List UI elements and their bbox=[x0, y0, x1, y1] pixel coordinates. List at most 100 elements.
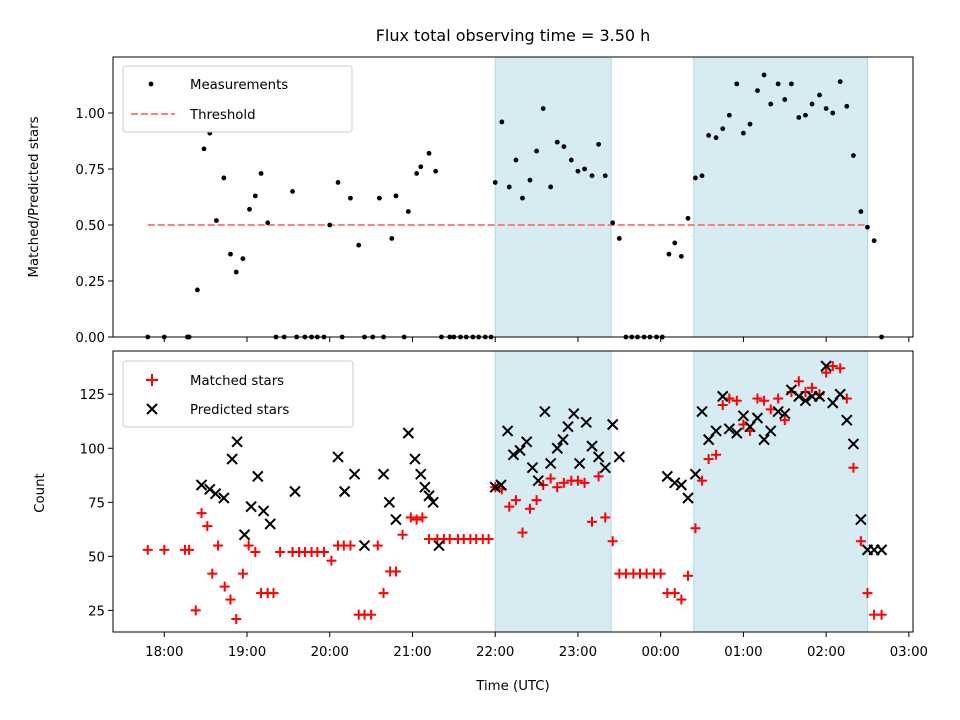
predicted-star-point bbox=[710, 425, 722, 437]
cross-b bbox=[557, 433, 569, 446]
predicted-star-point bbox=[592, 451, 605, 463]
predicted-star-point bbox=[568, 407, 580, 420]
predicted-star-point bbox=[423, 490, 435, 502]
cross-b bbox=[204, 483, 216, 496]
cross-b bbox=[841, 414, 853, 426]
matched-star-point bbox=[711, 449, 722, 460]
predicted-star-point bbox=[820, 360, 832, 372]
x-tick-label: 19:00 bbox=[228, 645, 266, 660]
predicted-star-point bbox=[238, 529, 251, 541]
measurement-point bbox=[214, 218, 219, 223]
measurement-point bbox=[596, 141, 602, 147]
matched-star-point bbox=[779, 415, 790, 426]
y-tick-label: 0.25 bbox=[75, 275, 105, 290]
y-tick-label: 0.00 bbox=[75, 331, 105, 346]
cross-b bbox=[383, 496, 396, 509]
measurement-point bbox=[389, 236, 395, 241]
matched-star-point bbox=[390, 566, 401, 577]
cross-b bbox=[855, 513, 867, 526]
predicted-star-point bbox=[332, 451, 344, 463]
matched-star-point bbox=[552, 482, 563, 493]
measurement-point bbox=[817, 92, 822, 98]
cross-b bbox=[433, 539, 445, 552]
cross-b bbox=[501, 425, 514, 437]
measurement-point bbox=[616, 236, 622, 241]
measurement-point bbox=[405, 209, 411, 214]
predicted-star-point bbox=[599, 462, 611, 474]
predicted-star-point bbox=[813, 390, 826, 403]
measurement-point bbox=[376, 195, 382, 201]
predicted-star-point bbox=[383, 496, 396, 509]
bottom-panel-frame bbox=[112, 350, 914, 633]
predicted-star-point bbox=[433, 539, 445, 552]
cross-b bbox=[731, 427, 743, 439]
predicted-star-point bbox=[245, 500, 257, 513]
predicted-star-point bbox=[606, 418, 619, 431]
predicted-star-point bbox=[358, 539, 371, 552]
cross-b bbox=[252, 470, 264, 483]
predicted-star-point bbox=[204, 483, 216, 496]
cross-b bbox=[514, 444, 526, 457]
predicted-star-point bbox=[580, 416, 592, 429]
matched-star-point bbox=[372, 540, 383, 551]
cross-b bbox=[669, 477, 681, 489]
cross-b bbox=[264, 518, 276, 530]
cross-b bbox=[599, 462, 611, 474]
x-tick-label: 18:00 bbox=[145, 645, 183, 660]
measurement-point bbox=[582, 166, 587, 172]
cross-b bbox=[675, 479, 688, 491]
cross-b bbox=[532, 474, 544, 487]
measurement-point bbox=[755, 88, 760, 93]
measurement-point bbox=[228, 251, 233, 257]
x-tick-label: 23:00 bbox=[559, 645, 597, 660]
cross-b bbox=[195, 479, 208, 491]
bottom-legend-box bbox=[122, 360, 354, 428]
x-tick-label: 20:00 bbox=[311, 645, 349, 660]
matched-star-point bbox=[268, 588, 279, 599]
predicted-star-point bbox=[586, 440, 598, 452]
measurement-point bbox=[327, 222, 333, 228]
predicted-star-point bbox=[195, 479, 208, 491]
measurement-point bbox=[610, 220, 616, 226]
legend-label-matched-stars: Matched stars bbox=[190, 374, 284, 389]
measurement-point bbox=[520, 195, 525, 201]
x-tick-label: 02:00 bbox=[807, 645, 845, 660]
y-tick-label: 125 bbox=[80, 388, 105, 403]
cross-b bbox=[723, 423, 736, 435]
cross-b bbox=[427, 496, 439, 509]
matched-star-point bbox=[517, 527, 528, 538]
predicted-star-point bbox=[772, 405, 784, 418]
matched-star-point bbox=[275, 547, 286, 558]
cross-b bbox=[390, 513, 402, 526]
predicted-star-point bbox=[526, 462, 539, 474]
matched-star-point bbox=[682, 570, 693, 581]
predicted-star-point bbox=[257, 505, 270, 517]
measurement-point bbox=[233, 269, 239, 275]
measurement-point bbox=[221, 175, 227, 181]
predicted-star-point bbox=[402, 427, 415, 439]
x-tick-label: 00:00 bbox=[642, 645, 680, 660]
top-panel-shaded-intervals bbox=[494, 56, 868, 338]
measurement-point bbox=[851, 153, 856, 158]
top-x-ticks bbox=[163, 337, 910, 342]
matched-star-point bbox=[759, 395, 770, 406]
predicted-star-point bbox=[737, 410, 750, 422]
matched-star-point bbox=[855, 536, 866, 547]
top-legend-box bbox=[122, 65, 353, 133]
cross-b bbox=[245, 500, 257, 513]
y-tick-label: 1.00 bbox=[75, 107, 105, 122]
matched-star-point bbox=[835, 363, 846, 374]
matched-star-point bbox=[827, 361, 838, 372]
matched-star-point bbox=[655, 568, 666, 579]
measurement-point bbox=[734, 81, 740, 87]
measurement-point bbox=[290, 189, 295, 194]
y-tick-label: 75 bbox=[88, 496, 105, 511]
measurement-point bbox=[602, 173, 608, 179]
matched-star-point bbox=[690, 523, 701, 534]
predicted-star-point bbox=[289, 485, 301, 498]
measurement-point bbox=[837, 79, 843, 85]
cross-b bbox=[813, 390, 826, 403]
matched-star-point bbox=[184, 544, 195, 555]
cross-b bbox=[785, 384, 798, 396]
measurement-point bbox=[534, 148, 539, 154]
